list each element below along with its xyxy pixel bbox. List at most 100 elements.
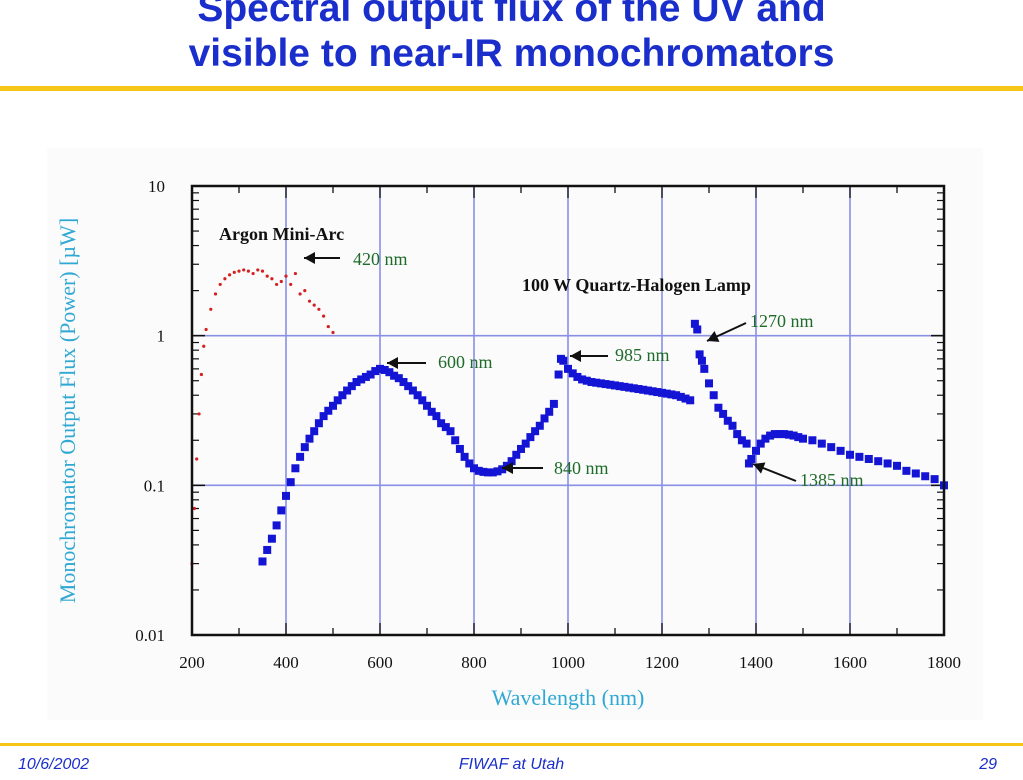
argon-arc-point xyxy=(195,457,199,461)
argon-arc-point xyxy=(251,271,255,276)
halogen-lamp-point xyxy=(733,430,742,439)
halogen-lamp-point xyxy=(744,459,753,468)
halogen-lamp-point xyxy=(418,396,427,405)
halogen-lamp-point xyxy=(639,385,648,394)
spectral-flux-chart: 200 400 600 800 1000 1200 1400 1600 1800 10 1 0.1 0.… xyxy=(55,177,961,710)
halogen-lamp-point xyxy=(653,388,662,397)
title-line-2: visible to near-IR monochromators xyxy=(188,32,835,75)
y-tick-label: 0.1 xyxy=(144,476,165,495)
halogen-lamp-point xyxy=(606,380,615,389)
annotation-arrow-head xyxy=(753,462,766,474)
halogen-lamp-point xyxy=(615,382,624,391)
halogen-lamp-point xyxy=(282,491,290,500)
halogen-lamp-point xyxy=(709,391,718,400)
halogen-lamp-point xyxy=(564,364,572,373)
halogen-lamp-point xyxy=(648,387,657,396)
halogen-lamp-point xyxy=(799,434,807,443)
halogen-lamp-point xyxy=(347,382,356,391)
halogen-lamp-point xyxy=(930,475,939,484)
halogen-lamp-point xyxy=(770,430,779,439)
halogen-lamp-point xyxy=(352,378,361,387)
halogen-lamp-point xyxy=(263,545,272,554)
halogen-lamp-point xyxy=(366,370,375,379)
halogen-lamp-point xyxy=(554,370,563,379)
halogen-lamp-point xyxy=(413,391,422,400)
argon-arc-point xyxy=(322,314,326,318)
halogen-lamp-point xyxy=(568,369,577,378)
argon-arc-point xyxy=(260,269,265,273)
argon-arc-point xyxy=(307,299,312,303)
halogen-lamp-point xyxy=(338,391,347,400)
halogen-lamp-point xyxy=(780,430,789,439)
halogen-lamp-point xyxy=(625,383,634,392)
argon-arc-point xyxy=(232,270,236,274)
halogen-lamp-point xyxy=(437,419,446,428)
halogen-lamp-point xyxy=(408,386,417,395)
y-axis-title: Monochromator Output Flux (Power) [µW] xyxy=(55,218,80,603)
halogen-lamp-point xyxy=(723,416,732,425)
argon-arc-point xyxy=(228,273,232,277)
halogen-lamp-point xyxy=(846,450,854,459)
halogen-lamp-point xyxy=(921,472,930,481)
halogen-lamp-point xyxy=(747,454,756,463)
halogen-lamp-point xyxy=(305,434,314,443)
argon-arc-point xyxy=(303,289,307,293)
halogen-lamp-point xyxy=(714,403,723,412)
halogen-lamp-point xyxy=(272,521,281,530)
halogen-lamp-point xyxy=(737,436,746,445)
halogen-lamp-point xyxy=(277,506,286,515)
halogen-lamp-point xyxy=(728,421,737,430)
halogen-lamp-point xyxy=(893,461,901,470)
argon-arc-point xyxy=(265,274,269,278)
halogen-lamp-point xyxy=(697,356,706,365)
annotation-label: 600 nm xyxy=(438,352,493,372)
halogen-lamp-point xyxy=(620,382,629,391)
halogen-lamp-point xyxy=(512,450,521,459)
halogen-lamp-point xyxy=(343,386,352,395)
halogen-lamp-point xyxy=(742,439,751,448)
halogen-lamp-point xyxy=(766,431,775,440)
argon-arc-point xyxy=(279,279,283,284)
halogen-lamp-point xyxy=(559,356,568,365)
halogen-lamp-point xyxy=(286,478,295,487)
halogen-lamp-point xyxy=(827,443,836,452)
halogen-lamp-point xyxy=(676,392,685,401)
annotation-label: 1270 nm xyxy=(750,311,814,331)
argon-arc-point xyxy=(237,269,241,273)
title-divider xyxy=(0,86,1023,91)
halogen-lamp-point xyxy=(361,372,370,381)
halogen-lamp-point xyxy=(470,464,478,473)
argon-arc-point xyxy=(275,282,279,287)
halogen-lamp-point xyxy=(484,468,493,477)
argon-arc-point xyxy=(284,274,288,278)
halogen-lamp-point xyxy=(394,374,403,383)
y-tick-label: 0.01 xyxy=(135,626,165,645)
argon-arc-point xyxy=(326,324,330,329)
halogen-lamp-point xyxy=(493,467,502,476)
halogen-lamp-point xyxy=(423,401,431,410)
halogen-lamp-point xyxy=(446,427,455,436)
halogen-lamp-point xyxy=(658,388,666,397)
halogen-lamp-point xyxy=(531,427,540,436)
halogen-lamp-point xyxy=(634,385,643,394)
halogen-lamp-point xyxy=(535,421,544,430)
halogen-lamp-point xyxy=(545,407,554,416)
x-tick-label: 1400 xyxy=(739,653,773,672)
argon-arc-point xyxy=(317,307,321,311)
annotation-arrow-head xyxy=(502,462,513,474)
halogen-lamp-point xyxy=(385,368,394,377)
halogen-lamp-point xyxy=(465,459,474,468)
argon-arc-point xyxy=(218,282,222,287)
halogen-lamp-point xyxy=(455,444,464,453)
footer-center-text: FIWAF at Utah xyxy=(458,756,565,773)
halogen-lamp-point xyxy=(667,390,676,399)
halogen-lamp-point xyxy=(291,464,300,473)
halogen-lamp-point xyxy=(902,466,911,475)
halogen-lamp-point xyxy=(521,439,530,448)
halogen-lamp-point xyxy=(775,430,784,439)
halogen-lamp-point xyxy=(756,439,765,448)
argon-arc-point xyxy=(242,268,246,272)
halogen-lamp-point xyxy=(549,399,558,408)
halogen-lamp-point xyxy=(404,382,413,391)
halogen-lamp-point xyxy=(451,436,460,445)
